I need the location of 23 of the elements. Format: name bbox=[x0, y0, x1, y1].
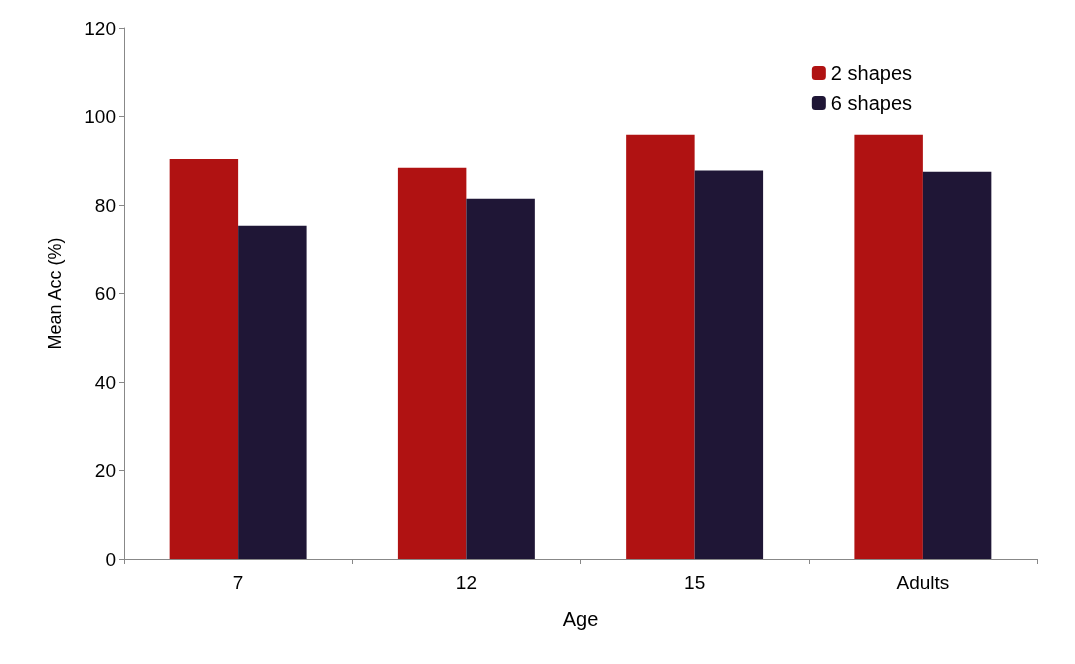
y-axis-title: Mean Acc (%) bbox=[45, 237, 65, 350]
y-tick-label: 60 bbox=[94, 283, 116, 304]
bar bbox=[397, 167, 467, 559]
x-tick-label: 12 bbox=[455, 572, 477, 593]
y-tick-label: 40 bbox=[94, 371, 116, 393]
bar bbox=[626, 134, 695, 559]
y-tick-label: 100 bbox=[84, 106, 116, 127]
x-tick-label: Adults bbox=[896, 572, 950, 593]
bar bbox=[466, 198, 535, 559]
bar bbox=[922, 171, 992, 559]
y-tick-label: 80 bbox=[94, 194, 116, 216]
legend-label: 2 shapes bbox=[830, 62, 912, 84]
y-tick-label: 120 bbox=[84, 17, 116, 39]
bar bbox=[238, 225, 307, 559]
bar bbox=[854, 134, 923, 559]
x-tick-label: 7 bbox=[232, 572, 244, 593]
bar bbox=[169, 158, 239, 559]
bar bbox=[694, 170, 764, 559]
x-tick-label: 15 bbox=[684, 572, 706, 593]
y-tick-label: 20 bbox=[94, 460, 116, 481]
y-tick-label: 0 bbox=[105, 548, 116, 570]
legend-label: 6 shapes bbox=[830, 92, 912, 114]
x-axis-title: Age bbox=[562, 608, 599, 630]
